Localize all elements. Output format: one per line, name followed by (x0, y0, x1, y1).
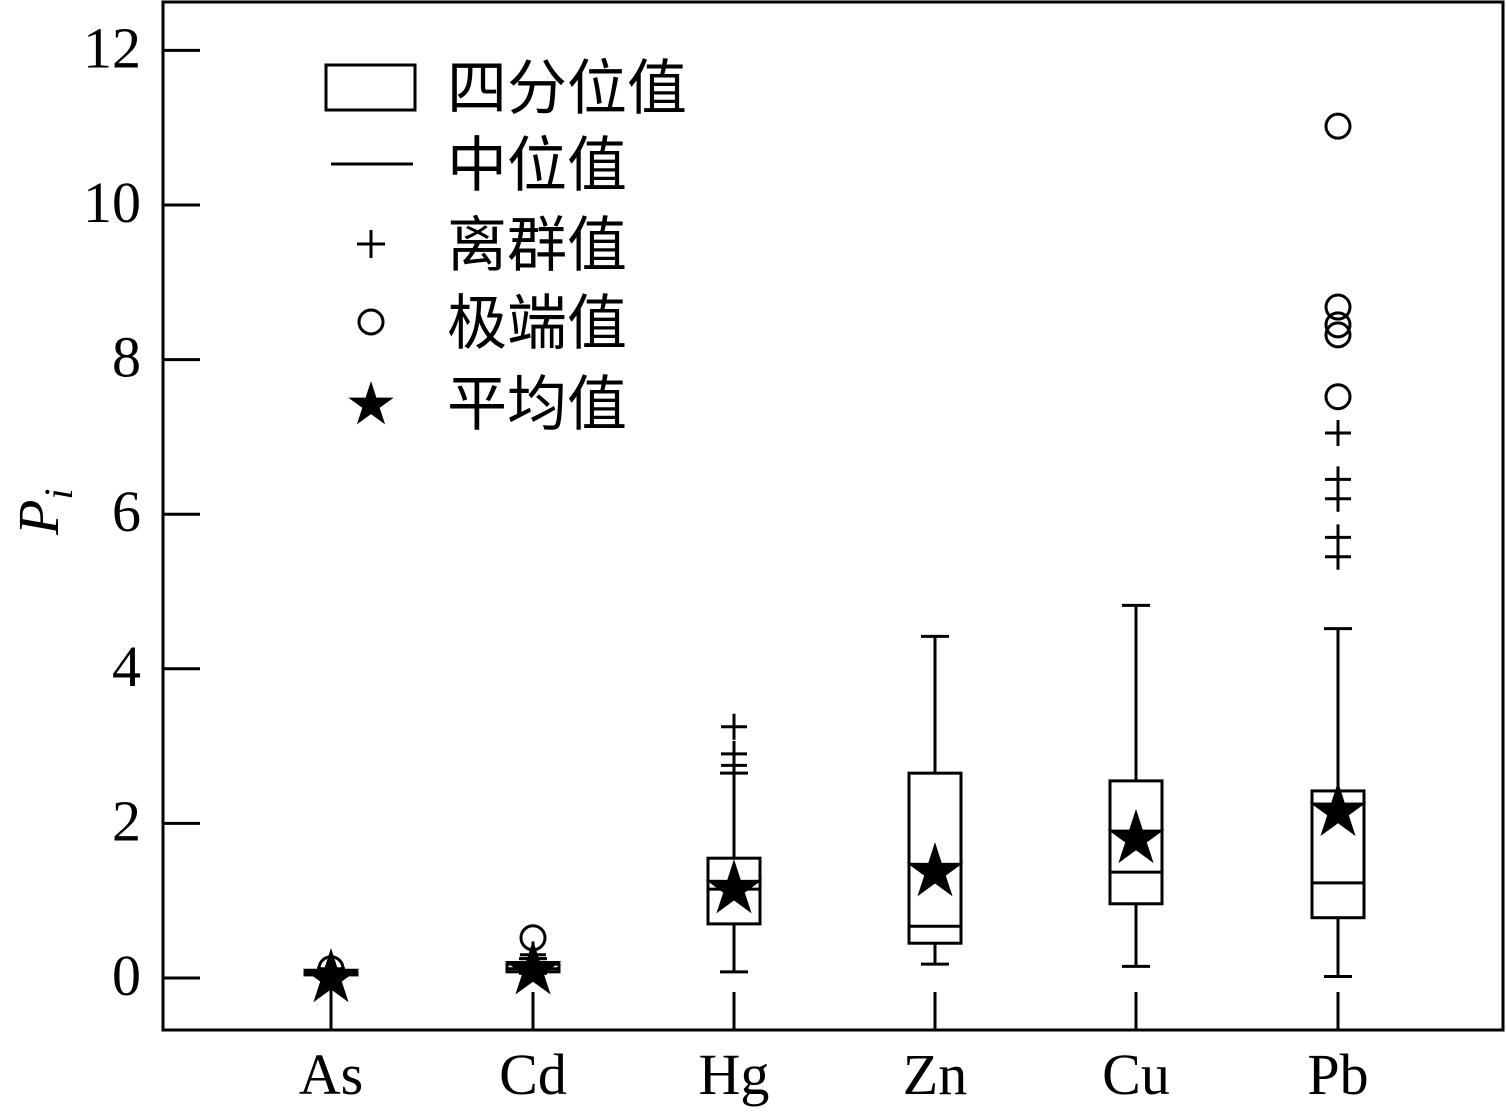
legend-item-line: 中位值 (331, 131, 627, 201)
legend-label: 极端值 (447, 289, 627, 359)
legend-item-plus: 离群值 (357, 211, 627, 281)
legend-item-box: 四分位值 (324, 54, 687, 124)
x-tick-label: Cd (499, 1042, 567, 1107)
y-tick-label: 8 (112, 325, 141, 390)
mean-star (1309, 781, 1367, 837)
y-tick-label: 10 (83, 170, 141, 235)
extreme-marker (1324, 112, 1352, 140)
mean-star (504, 940, 562, 995)
y-axis-label-subscript: i (36, 488, 81, 499)
box-as (302, 948, 360, 1025)
legend-box-symbol (324, 63, 417, 112)
outlier-marker (1325, 466, 1351, 493)
legend-circle-symbol (357, 308, 385, 336)
x-tick-label: Hg (699, 1042, 770, 1107)
mean-star (906, 842, 964, 897)
y-axis-label: Pi (6, 488, 81, 536)
y-tick-label: 4 (112, 634, 141, 699)
outlier-marker (1325, 524, 1351, 551)
y-axis-label-main: P (6, 500, 71, 536)
legend-label: 平均值 (447, 370, 627, 440)
box-cd (504, 924, 562, 995)
x-tick-label: Zn (903, 1042, 967, 1107)
legend-plus-symbol (357, 230, 385, 258)
box-pb (1309, 112, 1367, 978)
y-tick-label: 12 (83, 15, 141, 80)
legend-label: 离群值 (447, 211, 627, 281)
legend-item-star: 平均值 (348, 370, 627, 440)
legend-label: 四分位值 (447, 54, 687, 124)
x-tick-label: Pb (1307, 1042, 1368, 1107)
mean-star (1107, 808, 1165, 864)
x-tick-label: Cu (1102, 1042, 1170, 1107)
y-tick-label: 2 (112, 788, 141, 853)
extreme-marker (1324, 321, 1352, 349)
x-tick-label: As (299, 1042, 363, 1107)
outlier-marker (721, 713, 747, 740)
outlier-marker (721, 740, 747, 767)
y-tick-label: 0 (112, 943, 141, 1008)
box-cu (1107, 603, 1165, 968)
mean-star (705, 859, 763, 914)
extreme-marker (1324, 311, 1352, 339)
legend-item-circle: 极端值 (357, 289, 627, 359)
y-tick-label: 6 (112, 479, 141, 544)
legend-label: 中位值 (447, 131, 627, 201)
outlier-marker (1325, 420, 1351, 447)
box-hg (705, 713, 763, 974)
extreme-marker (1324, 293, 1352, 321)
extreme-marker (1324, 383, 1352, 411)
plot-frame (161, 0, 1505, 1032)
mean-star (302, 948, 360, 1003)
box-zn (906, 634, 964, 966)
legend-star-symbol (348, 381, 394, 425)
